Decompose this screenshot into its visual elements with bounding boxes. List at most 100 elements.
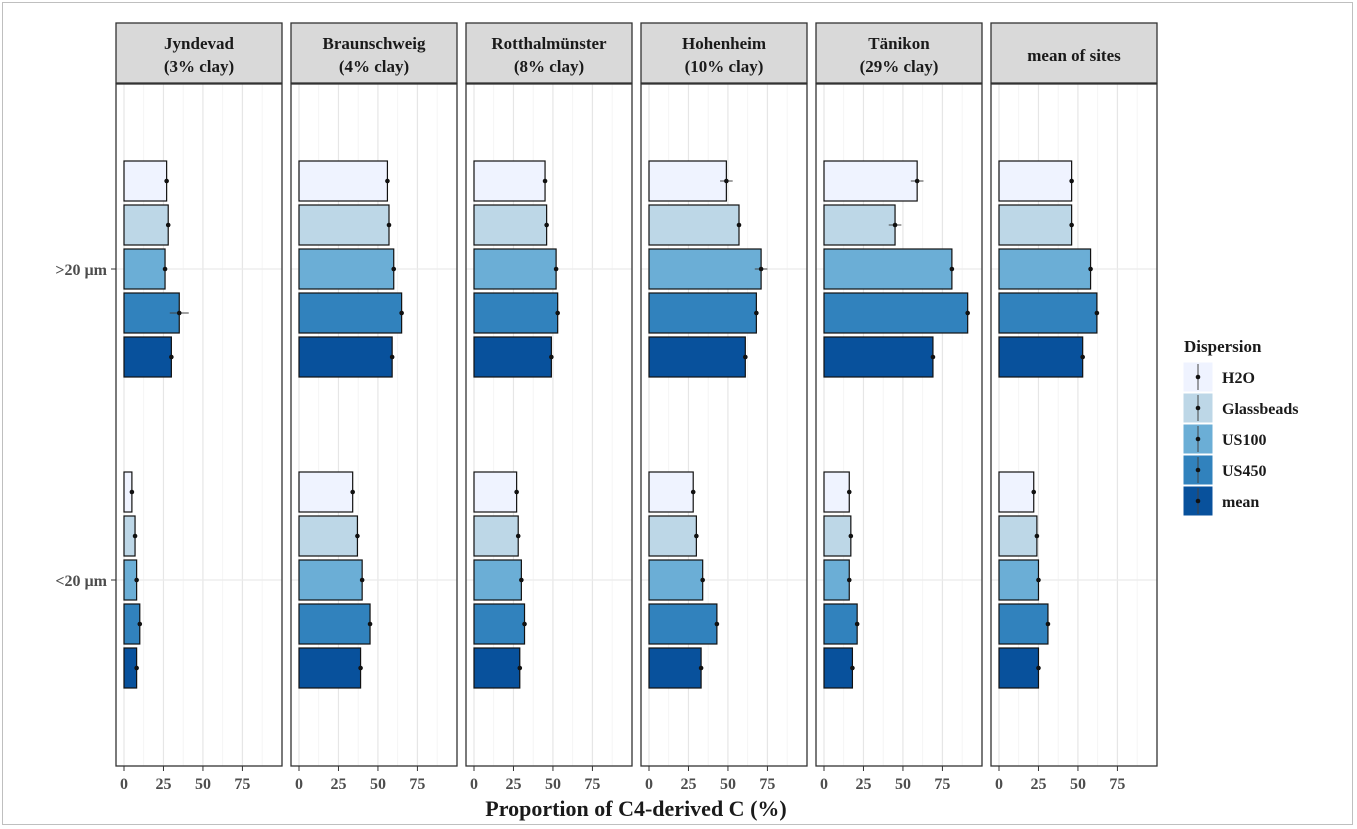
bar: [998, 515, 1038, 557]
bar: [123, 248, 166, 290]
bar: [823, 160, 918, 202]
bar: [998, 603, 1049, 645]
mean-point: [694, 533, 699, 539]
mean-point: [129, 489, 135, 495]
legend-key-point: [1195, 498, 1201, 504]
mean-point: [399, 310, 404, 316]
mean-point: [1069, 222, 1074, 228]
mean-point: [690, 489, 696, 495]
legend-label: US450: [1222, 463, 1266, 480]
panel-border: [990, 83, 1158, 767]
x-tick-label: 25: [330, 776, 346, 793]
facet-title: mean of sites: [1027, 46, 1121, 65]
x-tick-label: 50: [370, 776, 386, 793]
facet-subtitle: (3% clay): [164, 57, 234, 76]
x-tick-label: 75: [1109, 776, 1125, 793]
facet-strip: [290, 22, 458, 84]
facet-subtitle: (8% clay): [514, 57, 584, 76]
bar: [473, 647, 521, 689]
panel-border: [815, 83, 983, 767]
mean-point: [754, 310, 759, 316]
facet-strip: [115, 22, 283, 84]
panel-5: mean of sites 0 25 50 75: [990, 22, 1158, 793]
mean-point: [555, 310, 560, 316]
panel-border: [640, 83, 808, 767]
panel-3: Hohenheim (10% clay) 0 25 50 75: [640, 22, 808, 793]
bar: [998, 292, 1098, 334]
mean-point: [949, 266, 955, 272]
bar: [648, 292, 757, 334]
mean-point: [1036, 665, 1041, 671]
mean-point: [848, 533, 854, 539]
mean-point: [700, 577, 705, 583]
mean-point: [892, 222, 898, 228]
mean-point: [367, 621, 373, 627]
bar: [823, 336, 934, 378]
bar: [123, 160, 168, 202]
facet-strip: [815, 22, 983, 84]
x-tick-label: 0: [820, 776, 828, 793]
bar: [823, 603, 858, 645]
x-tick-label: 25: [505, 776, 521, 793]
x-tick-label: 25: [1030, 776, 1046, 793]
legend-label: Glassbeads: [1222, 401, 1298, 418]
x-tick-label: 50: [195, 776, 211, 793]
bar: [998, 160, 1073, 202]
mean-point: [350, 489, 355, 495]
x-tick-label: 75: [759, 776, 775, 793]
bar: [473, 515, 519, 557]
bar: [298, 603, 371, 645]
x-tick-label: 75: [234, 776, 250, 793]
x-tick-label: 0: [470, 776, 478, 793]
mean-point: [515, 533, 521, 539]
bar: [298, 336, 393, 378]
bar: [823, 647, 854, 689]
bar: [298, 515, 359, 557]
x-tick-label: 0: [645, 776, 653, 793]
facet-subtitle: (4% clay): [339, 57, 409, 76]
mean-point: [169, 354, 174, 360]
bar: [473, 160, 546, 202]
bar: [648, 336, 746, 378]
legend-label: H2O: [1222, 370, 1255, 387]
bar: [123, 603, 141, 645]
mean-point: [1080, 354, 1085, 360]
bar: [648, 471, 694, 513]
x-tick-label: 25: [155, 776, 171, 793]
facet-title: Hohenheim: [682, 34, 766, 53]
mean-point: [391, 266, 397, 272]
legend-key-point: [1195, 405, 1201, 411]
legend: Dispersion H2O Glassbeads US100 US450 mean: [1182, 337, 1298, 517]
x-tick-label: 0: [295, 776, 303, 793]
bar: [473, 336, 552, 378]
mean-point: [358, 665, 363, 671]
bar: [998, 647, 1040, 689]
bar: [298, 160, 389, 202]
bar: [123, 336, 172, 378]
x-tick-label: 25: [680, 776, 696, 793]
legend-label: mean: [1222, 494, 1259, 511]
mean-point: [854, 621, 860, 627]
bar: [998, 248, 1092, 290]
mean-point: [355, 533, 360, 539]
bar: [473, 248, 557, 290]
y-tick-label: >20 µm: [55, 262, 107, 279]
bar: [123, 204, 169, 246]
panel-0: Jyndevad (3% clay) 0 25 50 75: [115, 22, 283, 793]
bar: [298, 248, 395, 290]
mean-point: [965, 310, 970, 316]
bar: [298, 471, 354, 513]
bar: [473, 471, 518, 513]
mean-point: [134, 665, 139, 671]
mean-point: [519, 577, 524, 583]
bar: [998, 336, 1084, 378]
bar: [298, 204, 390, 246]
bar: [648, 204, 740, 246]
mean-point: [137, 621, 143, 627]
bar: [298, 559, 363, 601]
facet-title: Braunschweig: [323, 34, 426, 53]
bar: [998, 204, 1073, 246]
panel-border: [115, 83, 283, 767]
mean-point: [517, 665, 523, 671]
